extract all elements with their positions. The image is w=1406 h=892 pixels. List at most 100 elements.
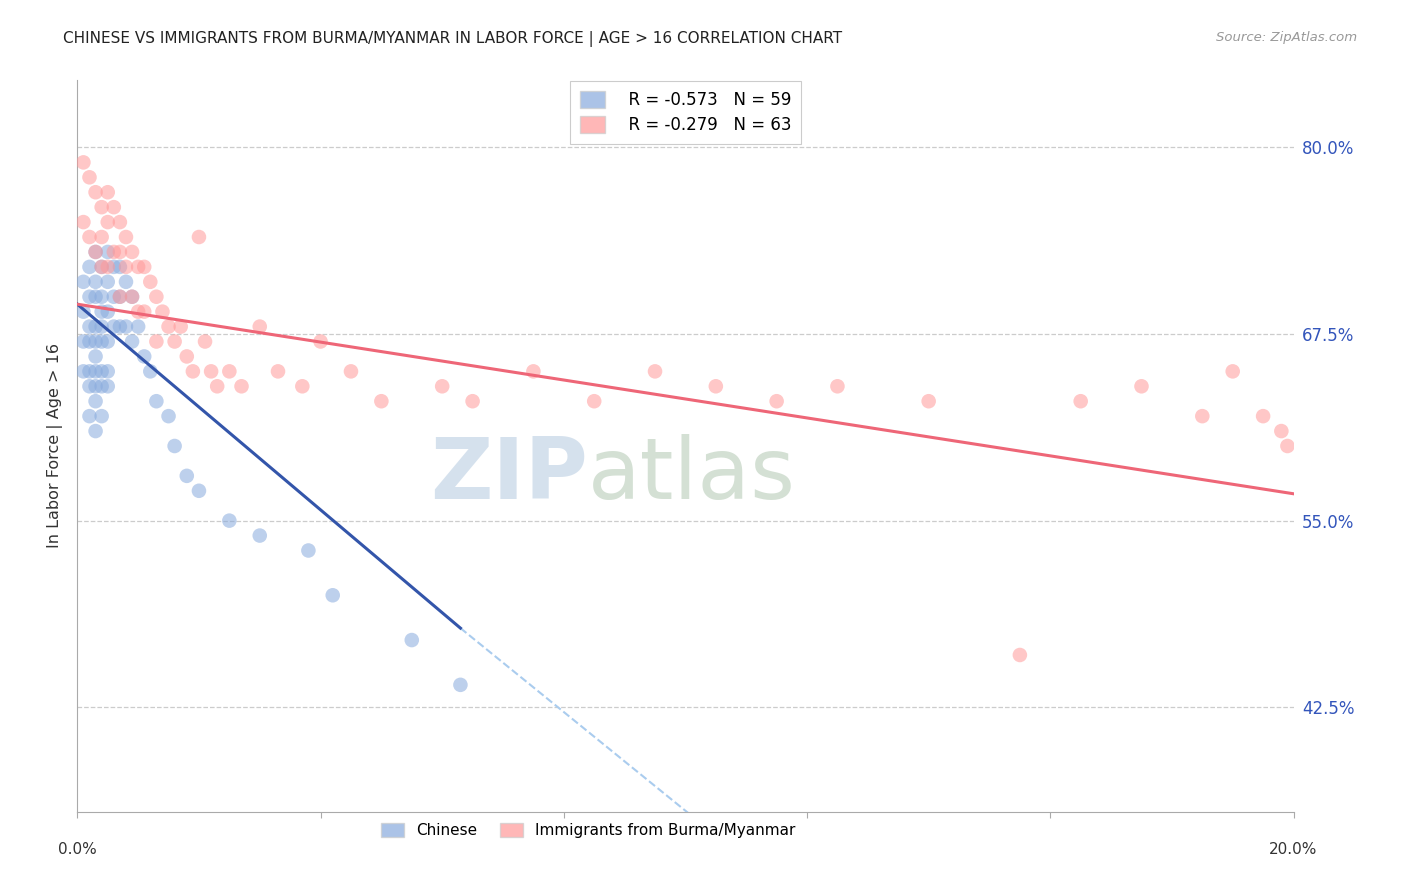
Point: [1270, 424, 1292, 438]
Point: [181, 364, 204, 378]
Point: [127, 260, 149, 274]
Point: [84, 350, 107, 364]
Point: [90, 290, 112, 304]
Point: [84, 394, 107, 409]
Point: [449, 678, 471, 692]
Point: [1222, 364, 1244, 378]
Point: [1070, 394, 1092, 409]
Point: [291, 379, 314, 393]
Point: [72, 155, 94, 169]
Point: [84, 244, 107, 259]
Point: [644, 364, 666, 378]
Point: [90, 409, 112, 424]
Point: [134, 260, 156, 274]
Point: [84, 290, 107, 304]
Point: [163, 334, 186, 349]
Point: [827, 379, 849, 393]
Point: [127, 319, 149, 334]
Point: [1130, 379, 1153, 393]
Point: [461, 394, 484, 409]
Point: [84, 186, 107, 200]
Y-axis label: In Labor Force | Age > 16: In Labor Force | Age > 16: [48, 343, 63, 549]
Point: [145, 290, 167, 304]
Point: [90, 230, 112, 244]
Point: [72, 364, 94, 378]
Point: [145, 394, 167, 409]
Legend: Chinese, Immigrants from Burma/Myanmar: Chinese, Immigrants from Burma/Myanmar: [374, 817, 801, 845]
Point: [79, 364, 101, 378]
Point: [90, 379, 112, 393]
Point: [522, 364, 544, 378]
Point: [134, 304, 156, 318]
Point: [157, 319, 180, 334]
Point: [218, 514, 240, 528]
Point: [84, 319, 107, 334]
Point: [918, 394, 941, 409]
Point: [401, 633, 423, 648]
Point: [90, 364, 112, 378]
Point: [340, 364, 363, 378]
Point: [194, 334, 217, 349]
Point: [134, 350, 156, 364]
Point: [108, 319, 131, 334]
Point: [108, 290, 131, 304]
Text: Source: ZipAtlas.com: Source: ZipAtlas.com: [1216, 31, 1357, 45]
Point: [79, 409, 101, 424]
Point: [170, 319, 193, 334]
Point: [97, 244, 120, 259]
Point: [430, 379, 453, 393]
Point: [322, 588, 344, 602]
Point: [267, 364, 290, 378]
Point: [90, 319, 112, 334]
Point: [103, 200, 125, 214]
Point: [103, 260, 125, 274]
Point: [139, 275, 162, 289]
Point: [79, 290, 101, 304]
Point: [97, 215, 120, 229]
Point: [163, 439, 186, 453]
Point: [84, 424, 107, 438]
Point: [121, 334, 143, 349]
Point: [108, 290, 131, 304]
Point: [309, 334, 332, 349]
Point: [115, 275, 138, 289]
Point: [97, 379, 120, 393]
Point: [97, 304, 120, 318]
Point: [1191, 409, 1213, 424]
Point: [72, 275, 94, 289]
Text: 0.0%: 0.0%: [58, 842, 97, 857]
Point: [84, 334, 107, 349]
Text: ZIP: ZIP: [430, 434, 588, 516]
Point: [79, 230, 101, 244]
Point: [188, 483, 211, 498]
Text: CHINESE VS IMMIGRANTS FROM BURMA/MYANMAR IN LABOR FORCE | AGE > 16 CORRELATION C: CHINESE VS IMMIGRANTS FROM BURMA/MYANMAR…: [63, 31, 842, 47]
Point: [121, 244, 143, 259]
Point: [115, 319, 138, 334]
Point: [79, 170, 101, 185]
Point: [84, 244, 107, 259]
Point: [370, 394, 392, 409]
Point: [205, 379, 228, 393]
Point: [90, 260, 112, 274]
Point: [84, 275, 107, 289]
Point: [231, 379, 253, 393]
Text: atlas: atlas: [588, 434, 796, 516]
Point: [127, 304, 149, 318]
Point: [200, 364, 222, 378]
Point: [84, 364, 107, 378]
Point: [139, 364, 162, 378]
Point: [90, 260, 112, 274]
Point: [704, 379, 727, 393]
Point: [1277, 439, 1299, 453]
Point: [115, 230, 138, 244]
Point: [176, 350, 198, 364]
Point: [90, 304, 112, 318]
Point: [97, 334, 120, 349]
Point: [72, 334, 94, 349]
Point: [72, 304, 94, 318]
Point: [1008, 648, 1031, 662]
Point: [97, 260, 120, 274]
Point: [1251, 409, 1274, 424]
Point: [249, 528, 271, 542]
Point: [97, 364, 120, 378]
